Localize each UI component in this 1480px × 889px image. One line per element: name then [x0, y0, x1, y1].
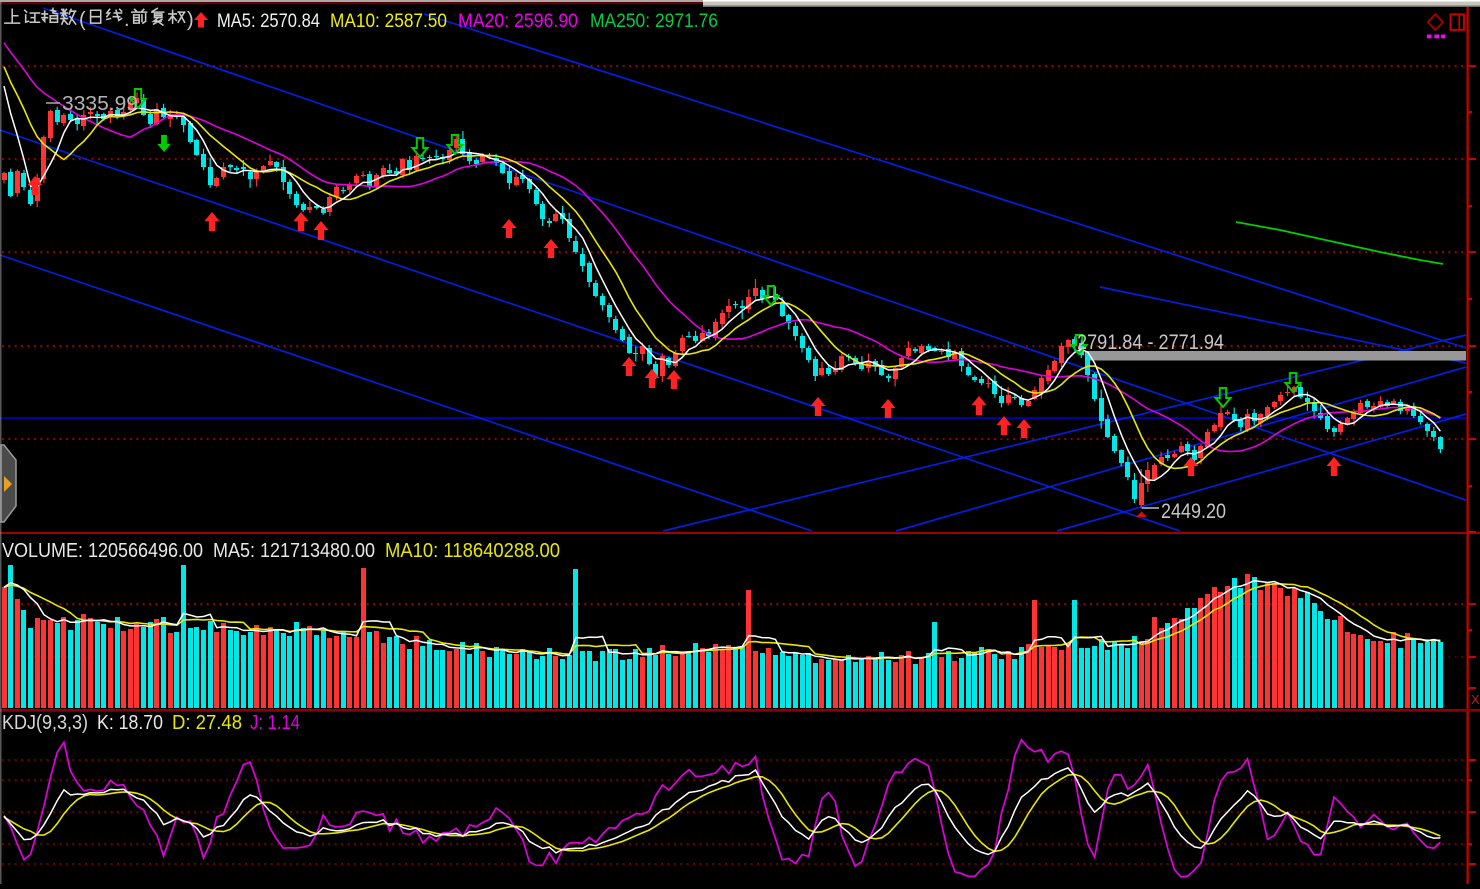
svg-text:J: 1.14: J: 1.14: [250, 712, 300, 734]
svg-text:2791.84 - 2771.94: 2791.84 - 2771.94: [1077, 331, 1224, 354]
svg-text:(: (: [79, 9, 86, 31]
svg-text:K: 18.70: K: 18.70: [97, 712, 163, 734]
svg-text:X: X: [1471, 692, 1480, 707]
svg-text:MA5: 2570.84: MA5: 2570.84: [217, 11, 320, 32]
svg-text:MA10: 118640288.00: MA10: 118640288.00: [385, 540, 560, 562]
svg-text:2449.20: 2449.20: [1161, 500, 1226, 523]
svg-text:.: .: [124, 9, 130, 31]
svg-text:D: 27.48: D: 27.48: [172, 712, 242, 734]
svg-text:MA5: 121713480.00: MA5: 121713480.00: [213, 540, 375, 562]
svg-text:3335.99: 3335.99: [62, 93, 138, 115]
svg-text:): ): [187, 9, 194, 31]
svg-text:MA250: 2971.76: MA250: 2971.76: [590, 11, 718, 32]
svg-text:MA20: 2596.90: MA20: 2596.90: [458, 11, 578, 32]
svg-text:KDJ(9,3,3): KDJ(9,3,3): [2, 712, 88, 734]
svg-text:VOLUME: 120566496.00: VOLUME: 120566496.00: [2, 540, 203, 562]
svg-text:MA10: 2587.50: MA10: 2587.50: [330, 11, 447, 32]
